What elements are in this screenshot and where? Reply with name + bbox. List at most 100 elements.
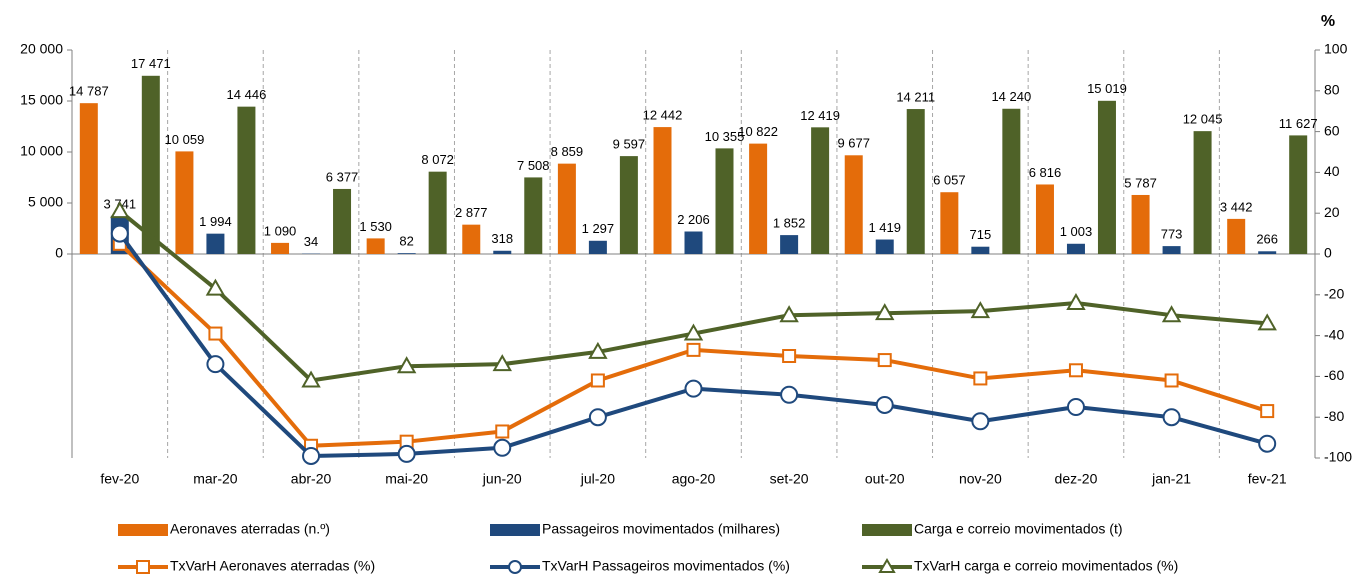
y2-tick-label: 20 (1324, 204, 1340, 220)
bar-value-label: 10 355 (705, 129, 745, 144)
bar (428, 171, 447, 254)
bar-value-label: 1 090 (264, 223, 297, 238)
bar (906, 109, 925, 255)
x-tick-label: jan-21 (1151, 471, 1191, 487)
legend-label: TxVarH carga e correio movimentados (%) (914, 558, 1178, 574)
line-marker (1258, 434, 1277, 453)
bar-value-label: 2 877 (455, 205, 488, 220)
y2-tick-label: 100 (1324, 41, 1348, 57)
bar (619, 156, 638, 254)
line-marker (1066, 292, 1086, 310)
bar (524, 177, 543, 254)
bar (1002, 108, 1021, 254)
legend-swatch (118, 524, 168, 536)
line-marker (1066, 398, 1085, 416)
bar (811, 127, 830, 254)
bar-value-label: 14 446 (227, 87, 267, 102)
legend-label: TxVarH Passageiros movimentados (%) (542, 558, 790, 574)
line-marker (590, 373, 605, 388)
x-tick-label: out-20 (865, 471, 905, 487)
y2-tick-label: 0 (1324, 245, 1332, 261)
bar (271, 242, 290, 254)
legend-label: TxVarH Aeronaves aterradas (%) (170, 558, 375, 574)
bar (175, 151, 194, 254)
line-marker (110, 201, 130, 219)
legend-label: Passageiros movimentados (milhares) (542, 521, 780, 537)
bar (684, 231, 703, 254)
x-tick-label: ago-20 (672, 471, 716, 487)
bar-value-label: 2 206 (677, 212, 710, 227)
line-marker (875, 395, 894, 414)
line-marker (588, 408, 607, 427)
y2-tick-label: -80 (1324, 408, 1344, 424)
bar (397, 253, 416, 254)
bar (366, 238, 385, 254)
y2-tick-label: -60 (1324, 367, 1344, 383)
line-marker (492, 354, 512, 372)
bar (557, 163, 576, 254)
line-marker (1162, 408, 1181, 427)
x-tick-label: mar-20 (193, 471, 238, 487)
bar-value-label: 14 211 (896, 89, 935, 104)
x-tick-label: fev-20 (100, 471, 139, 487)
x-tick-label: jun-20 (482, 471, 522, 487)
bar-value-label: 14 787 (69, 84, 109, 99)
x-tick-label: fev-21 (1248, 471, 1287, 487)
line-marker (495, 424, 510, 439)
bar (141, 75, 160, 254)
line-marker (205, 278, 226, 296)
line-marker (1164, 373, 1179, 388)
bar (1097, 100, 1116, 254)
x-tick-label: abr-20 (291, 471, 332, 487)
bar (971, 246, 990, 254)
bar (844, 155, 863, 254)
legend-swatch (490, 524, 540, 536)
bar-value-label: 12 442 (643, 108, 683, 123)
bar-value-label: 9 597 (613, 137, 646, 152)
line-marker (396, 356, 417, 374)
y2-axis-unit: % (1321, 13, 1335, 30)
bar-value-label: 318 (491, 231, 513, 246)
line-marker (493, 438, 512, 457)
y-tick-label: 10 000 (20, 143, 63, 159)
line-marker (780, 385, 799, 404)
bar-value-label: 11 627 (1279, 116, 1318, 131)
line-marker (877, 353, 892, 368)
bar (1227, 218, 1246, 254)
bar-value-label: 34 (304, 234, 318, 249)
legend-swatch (862, 524, 912, 536)
bar-value-label: 6 816 (1029, 165, 1062, 180)
x-tick-label: set-20 (770, 471, 809, 487)
bar (715, 148, 734, 254)
line-marker (1161, 305, 1182, 323)
y-tick-label: 0 (55, 245, 63, 261)
bar-value-label: 1 994 (199, 214, 232, 229)
y2-tick-label: -20 (1324, 286, 1344, 302)
line-marker (973, 371, 988, 386)
bar (940, 192, 959, 254)
y-tick-label: 5 000 (28, 194, 63, 210)
bar-value-label: 1 297 (582, 221, 615, 236)
bar (79, 103, 98, 254)
line-marker (301, 370, 321, 388)
line-marker (683, 323, 704, 341)
y2-tick-label: 40 (1324, 163, 1340, 179)
bar-value-label: 9 677 (837, 136, 870, 151)
legend-label: Carga e correio movimentados (t) (914, 521, 1123, 537)
bar-value-label: 10 059 (165, 132, 205, 147)
line-marker (782, 349, 797, 363)
line-marker (971, 412, 990, 431)
bar-value-label: 82 (399, 234, 413, 249)
line-marker (686, 342, 701, 357)
bar (237, 106, 256, 254)
bar (493, 250, 512, 254)
bar-value-label: 8 072 (421, 152, 454, 167)
line-marker (206, 355, 225, 374)
y-tick-label: 20 000 (20, 41, 63, 57)
line-marker (1257, 313, 1277, 331)
bar-value-label: 3 442 (1220, 199, 1253, 214)
legend-marker (136, 560, 150, 574)
line-marker (397, 444, 416, 463)
y2-tick-label: -40 (1324, 326, 1344, 342)
